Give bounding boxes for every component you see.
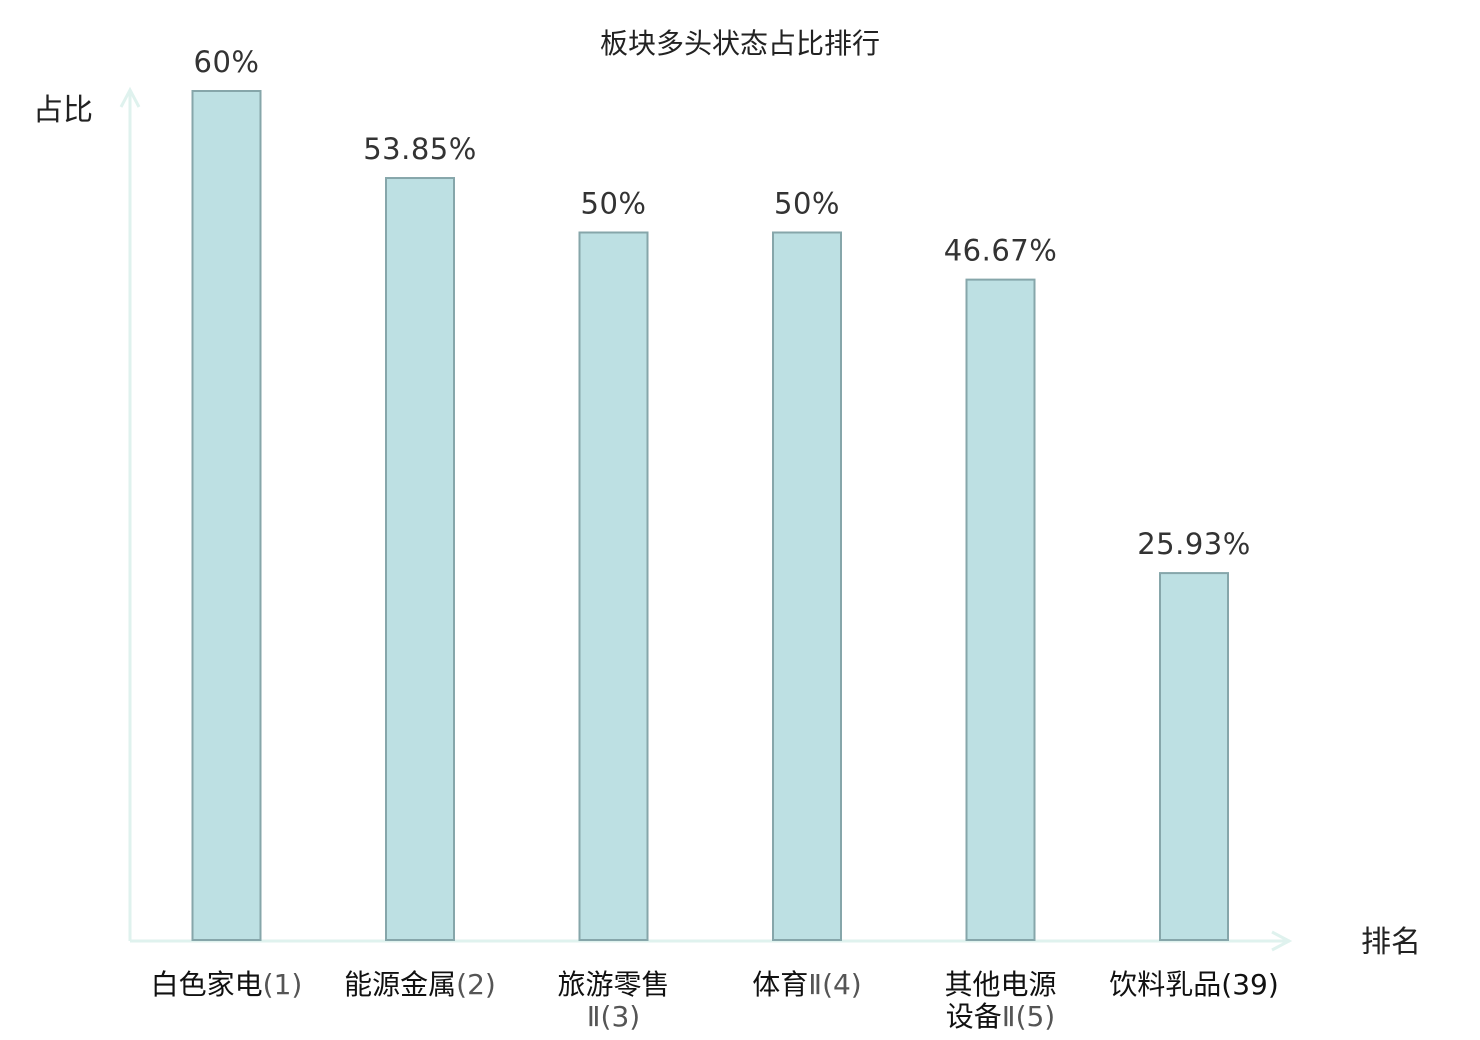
chart-title: 板块多头状态占比排行 [600,27,880,60]
category-name: 体育 [752,968,808,1001]
category-rank: (1) [263,968,303,1001]
bar-value-label: 60% [194,45,260,79]
x-tick-label: 体育Ⅱ(4) [752,968,861,1001]
category-rank: Ⅱ(4) [808,968,861,1001]
x-tick-label: Ⅱ(3) [587,1000,640,1033]
bar-value-label: 46.67% [944,234,1058,268]
bars-group [191,90,1229,941]
category-rank: Ⅱ(5) [1002,1000,1055,1033]
x-tick-label: 能源金属(2) [344,968,496,1001]
bar [191,90,262,941]
category-rank: (2) [456,968,496,1001]
x-tick-label: 饮料乳品(39) [1109,968,1279,1001]
bar [578,231,649,941]
bar [1159,572,1229,941]
bar-value-label: 50% [774,187,840,221]
bar [772,231,842,941]
bar-value-label: 25.93% [1137,527,1251,561]
category-name: 能源金属 [344,968,456,1001]
category-name: 设备 [946,1000,1002,1033]
category-name: 旅游零售 [557,968,669,1001]
x-tick-label: 设备Ⅱ(5) [946,1000,1055,1033]
category-name: 其他电源 [944,968,1056,1001]
value-labels-group: 60% 53.85% 50% 50% 46.67% 25.93% [194,45,1251,561]
bar-value-label: 53.85% [363,132,477,166]
bar [385,177,455,941]
x-axis-label: 排名 [1361,925,1421,960]
x-axis-arrow [1271,930,1293,952]
y-axis-label: 占比 [33,93,93,128]
x-tick-label: 其他电源 [944,968,1056,1001]
category-name: 白色家电 [151,968,263,1001]
category-name: 饮料乳品 [1109,968,1221,1001]
x-tick-label: 旅游零售 [557,968,669,1001]
y-axis-arrow [119,86,141,108]
category-rank: Ⅱ(3) [587,1000,640,1033]
bar [965,278,1036,941]
bar-value-label: 50% [581,187,647,221]
category-rank: (39) [1221,968,1278,1001]
x-tick-label: 白色家电(1) [151,968,303,1001]
chart-axes [119,86,1293,952]
